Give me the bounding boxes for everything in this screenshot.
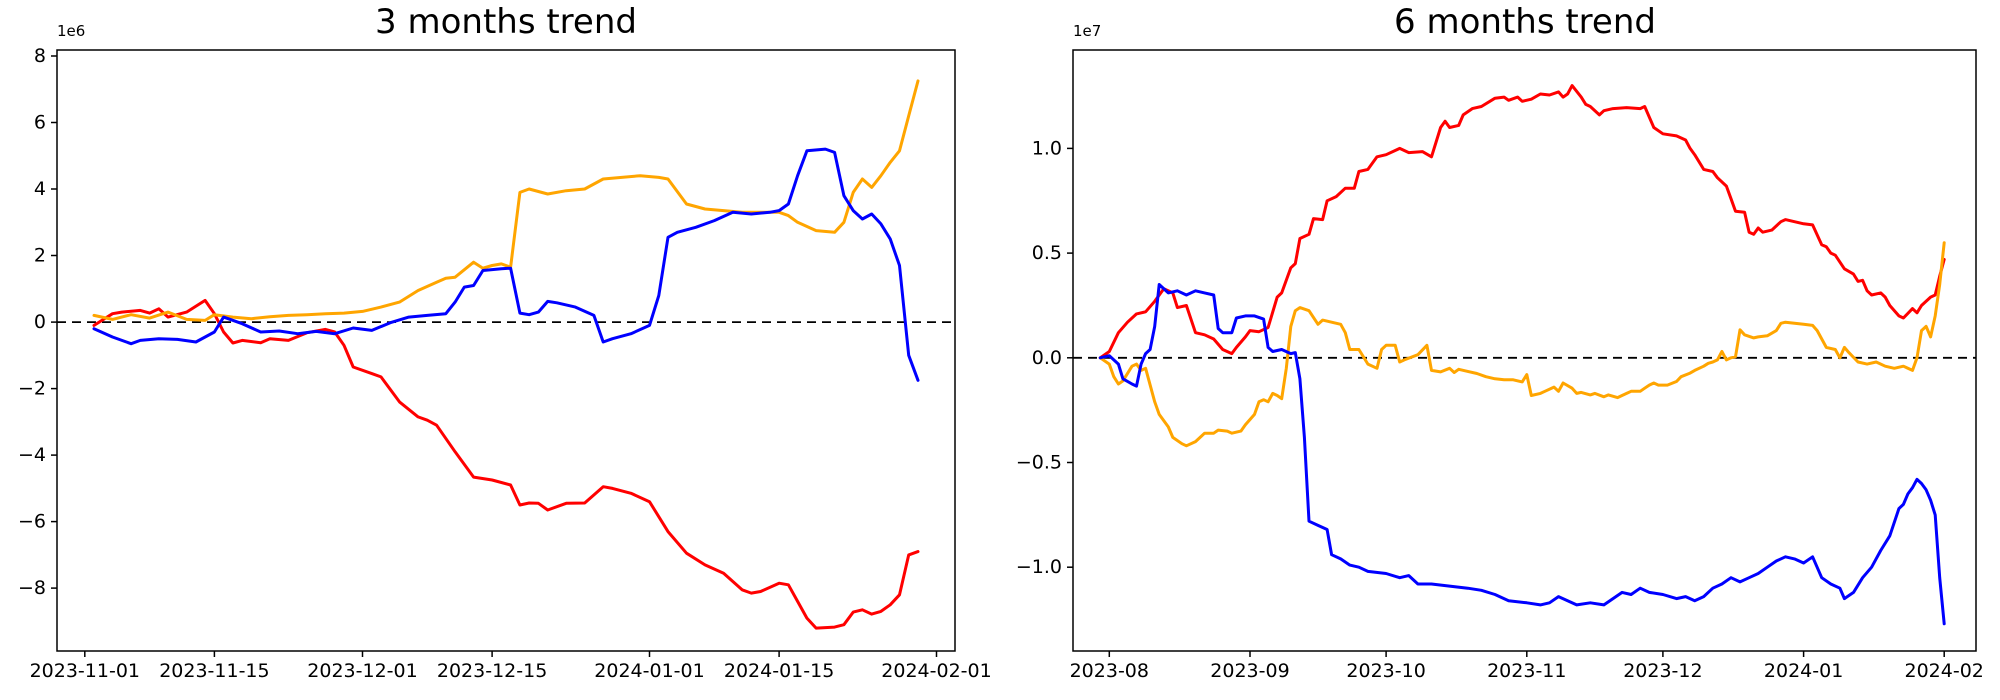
y-tick-label: 8	[34, 45, 46, 67]
axes-frame	[1072, 49, 1977, 652]
y-tick-label: −0.5	[1016, 452, 1062, 474]
y-tick-label: −4	[18, 444, 46, 466]
axes-frame	[56, 49, 956, 652]
y-axis-scale-label-1e6: 1e6	[57, 22, 86, 40]
chart-title-3-months: 3 months trend	[375, 2, 637, 42]
chart-3-months-trend: 3 months trend 1e6 2023-11-01 2023-11-15 2…	[18, 2, 992, 682]
x-tick-label: 2023-08	[1070, 660, 1149, 682]
chart-6-months-trend: 6 months trend 1e7 2023-08 2023-09 2023-10…	[1000, 0, 2000, 700]
y-tick-label: 0.0	[1032, 347, 1062, 369]
x-tick-label: 2023-12-15	[437, 660, 547, 682]
y-tick-label: 0	[34, 311, 46, 333]
y-axis-scale-label-1e7: 1e7	[1073, 22, 1102, 40]
y-tick-label: −6	[18, 511, 46, 533]
series-line-blue	[1098, 283, 1946, 626]
y-tick-label: 2	[34, 245, 46, 267]
y-tick-label: 6	[34, 112, 46, 134]
x-tick-label: 2024-01-15	[724, 660, 834, 682]
plot-area-6-months: 2023-08 2023-09 2023-10 2023-11 2023-12 2024-…	[1016, 49, 1984, 682]
x-tick-label: 2024-01	[1764, 660, 1843, 682]
x-tick-label: 2024-02	[1905, 660, 1984, 682]
y-tick-label: −2	[18, 378, 46, 400]
y-tick-label: 0.5	[1032, 242, 1062, 264]
x-tick-label: 2023-11-01	[30, 660, 140, 682]
series-line-red	[1098, 84, 1946, 360]
x-tick-label: 2023-11	[1487, 660, 1566, 682]
x-tick-label: 2024-02-01	[881, 660, 991, 682]
x-tick-label: 2023-11-15	[159, 660, 269, 682]
y-tick-label: −1.0	[1016, 556, 1062, 578]
series-line-blue	[92, 147, 920, 382]
series-line-orange	[1098, 241, 1946, 448]
y-tick-label: 4	[34, 178, 46, 200]
x-tick-label: 2023-12	[1623, 660, 1702, 682]
x-tick-label: 2024-01-01	[594, 660, 704, 682]
y-tick-label: −8	[18, 577, 46, 599]
series-line-red	[92, 298, 920, 630]
plot-area-3-months: 2023-11-01 2023-11-15 2023-12-01 2023-12-15…	[18, 45, 992, 682]
series-line-orange	[92, 79, 920, 322]
chart-title-6-months: 6 months trend	[1394, 2, 1656, 42]
x-tick-label: 2023-10	[1346, 660, 1425, 682]
y-tick-label: 1.0	[1032, 137, 1062, 159]
x-tick-label: 2023-12-01	[307, 660, 417, 682]
x-tick-label: 2023-09	[1210, 660, 1289, 682]
